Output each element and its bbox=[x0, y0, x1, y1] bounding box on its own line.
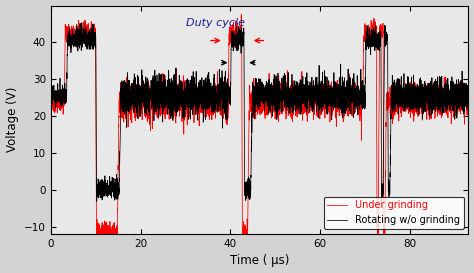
Under grinding bbox=[254, 94, 259, 98]
Legend: Under grinding, Rotating w/o grinding: Under grinding, Rotating w/o grinding bbox=[324, 197, 464, 229]
Under grinding bbox=[391, 105, 396, 109]
X-axis label: Time ( μs): Time ( μs) bbox=[230, 254, 289, 268]
Line: Under grinding: Under grinding bbox=[51, 14, 468, 247]
Rotating w/o grinding bbox=[311, 108, 317, 111]
Under grinding bbox=[465, 83, 471, 86]
Under grinding bbox=[311, 99, 317, 102]
Under grinding bbox=[182, 91, 187, 94]
Line: Rotating w/o grinding: Rotating w/o grinding bbox=[51, 23, 468, 201]
Rotating w/o grinding bbox=[254, 87, 259, 90]
Rotating w/o grinding bbox=[276, 97, 282, 100]
Under grinding bbox=[238, 13, 244, 16]
Rotating w/o grinding bbox=[391, 89, 396, 92]
Rotating w/o grinding bbox=[465, 89, 471, 93]
Rotating w/o grinding bbox=[48, 90, 54, 94]
Rotating w/o grinding bbox=[198, 79, 203, 82]
Under grinding bbox=[198, 94, 203, 97]
Y-axis label: Voltage (V): Voltage (V) bbox=[6, 87, 18, 153]
Under grinding bbox=[114, 246, 120, 249]
Under grinding bbox=[48, 103, 54, 107]
Rotating w/o grinding bbox=[182, 111, 187, 114]
Text: Duty cycle: Duty cycle bbox=[185, 18, 245, 28]
Rotating w/o grinding bbox=[379, 200, 384, 203]
Under grinding bbox=[276, 96, 282, 100]
Rotating w/o grinding bbox=[79, 21, 85, 24]
